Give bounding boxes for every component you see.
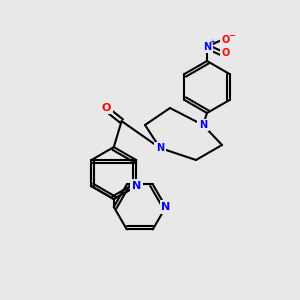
Text: N: N [161, 202, 170, 212]
Text: N: N [199, 120, 207, 130]
Text: −: − [228, 31, 235, 40]
Text: N: N [203, 42, 211, 52]
Text: O: O [221, 35, 230, 45]
Text: +: + [209, 39, 215, 45]
Text: N: N [156, 143, 164, 153]
Text: O: O [102, 103, 111, 113]
Text: N: N [132, 181, 141, 191]
Text: O: O [221, 48, 230, 58]
